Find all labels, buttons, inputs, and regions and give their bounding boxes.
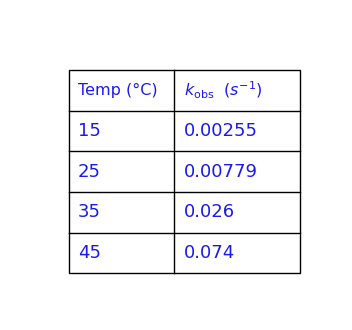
Text: 15: 15	[78, 122, 101, 140]
Bar	[69, 70, 301, 273]
Text: Temp (°C): Temp (°C)	[78, 83, 158, 98]
Text: 45: 45	[78, 244, 101, 262]
Text: 0.00779: 0.00779	[184, 163, 258, 181]
Text: $k_\mathrm{obs}$  $(s^{-1})$: $k_\mathrm{obs}$ $(s^{-1})$	[184, 80, 263, 101]
Text: 35: 35	[78, 203, 101, 221]
Text: 25: 25	[78, 163, 101, 181]
Text: 0.074: 0.074	[184, 244, 235, 262]
Text: 0.026: 0.026	[184, 203, 235, 221]
Text: 0.00255: 0.00255	[184, 122, 258, 140]
